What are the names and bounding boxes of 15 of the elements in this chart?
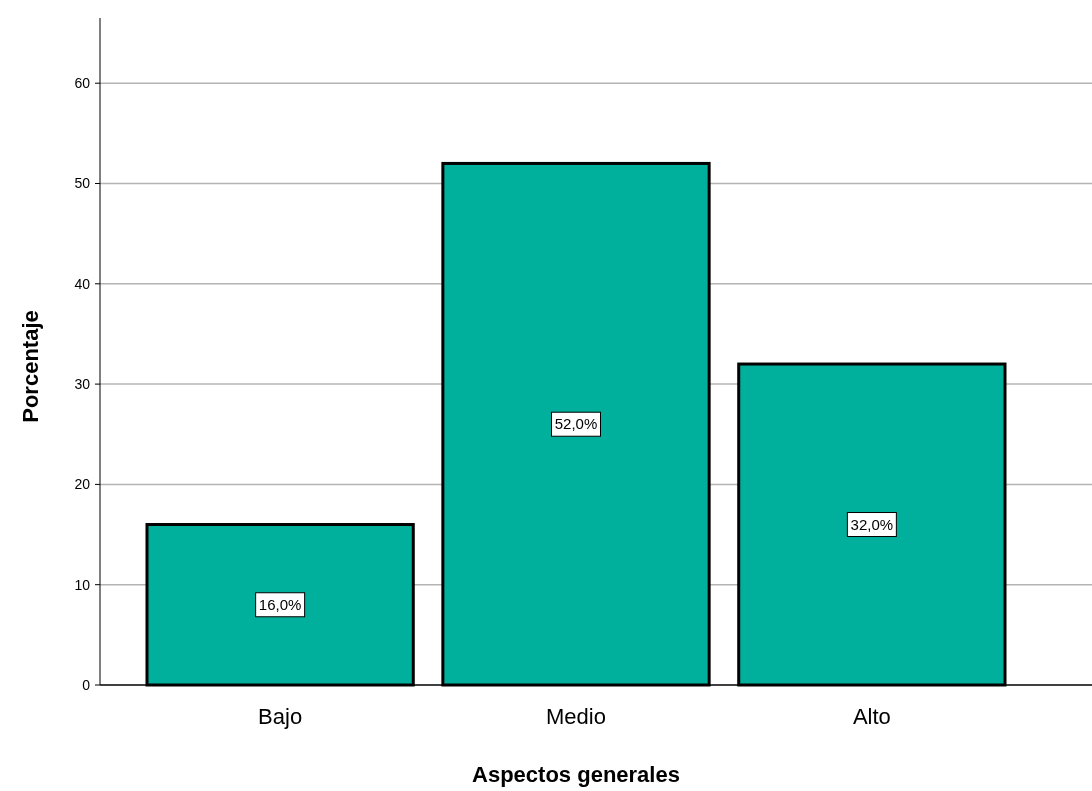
data-label: 52,0% <box>554 415 598 433</box>
x-axis-title: Aspectos generales <box>472 762 680 787</box>
y-axis-title: Porcentaje <box>18 310 43 423</box>
x-tick-label: Bajo <box>258 704 303 729</box>
x-tick-label: Alto <box>852 704 891 729</box>
y-tick-label: 20 <box>74 476 91 493</box>
y-tick-label: 60 <box>74 75 91 92</box>
data-label: 16,0% <box>258 595 302 613</box>
x-tick-label: Medio <box>546 704 606 729</box>
data-label: 32,0% <box>850 515 894 533</box>
y-tick-label: 50 <box>74 175 91 192</box>
y-tick-label: 30 <box>74 376 91 393</box>
y-tick-label: 0 <box>82 677 91 693</box>
y-tick-label: 40 <box>74 275 91 292</box>
y-tick-label: 10 <box>74 576 91 593</box>
